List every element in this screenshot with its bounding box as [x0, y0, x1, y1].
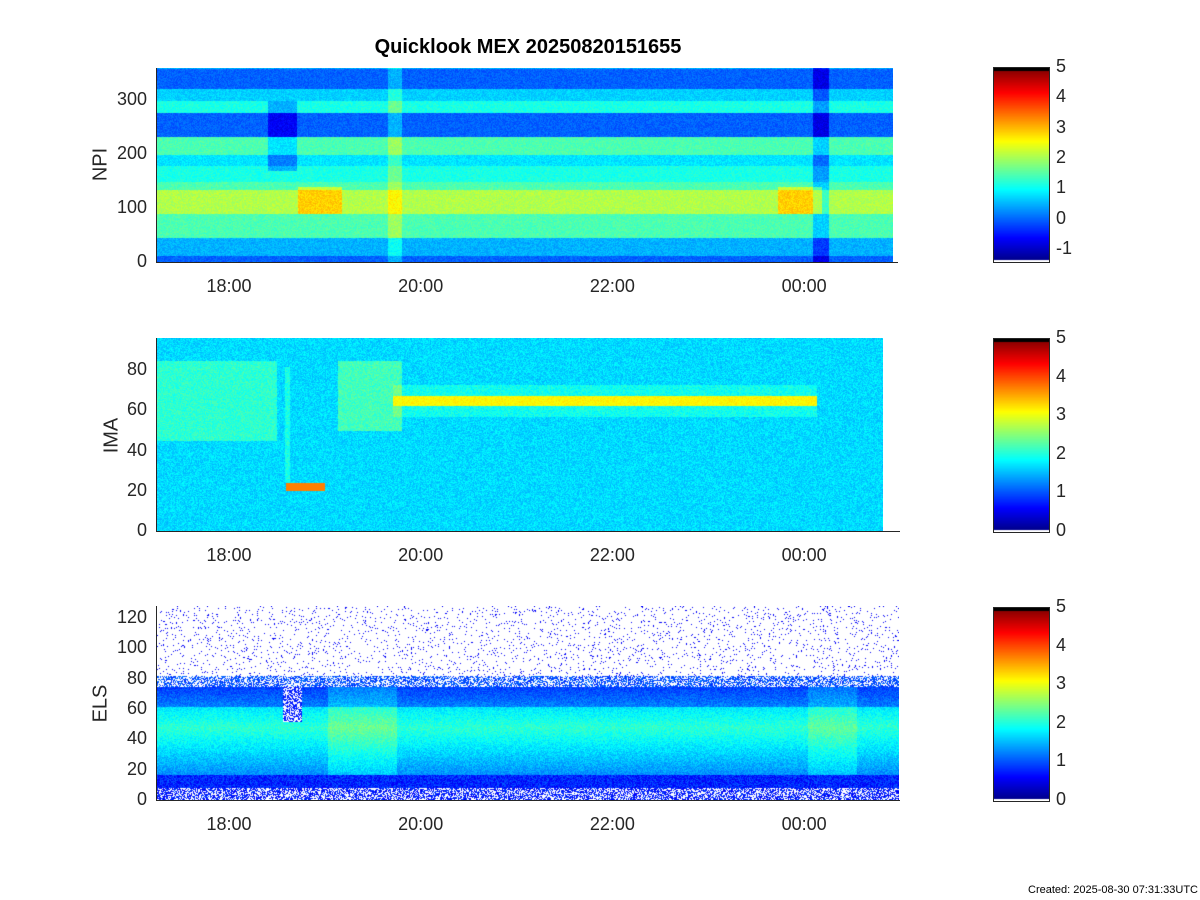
created-timestamp: Created: 2025-08-30 07:31:33UTC — [1028, 884, 1198, 896]
y-tick-label: 200 — [116, 143, 147, 164]
y-tick-label: 100 — [116, 637, 147, 658]
y-tick-label: 0 — [136, 251, 147, 271]
colorbar-tick-label: 4 — [1056, 634, 1067, 655]
npi-spectrogram — [157, 68, 893, 262]
ima-y-axis — [156, 338, 157, 531]
x-tick-label: 22:00 — [589, 814, 635, 834]
els-spectrogram — [157, 606, 899, 800]
colorbar-tick-label: 3 — [1056, 116, 1067, 137]
ima-spectrogram — [157, 338, 883, 531]
colorbar-tick-label: 1 — [1056, 177, 1067, 198]
npi-colorbar — [993, 67, 1050, 263]
colorbar-tick-label: 1 — [1056, 481, 1067, 502]
colorbar-tick-label: 3 — [1056, 673, 1067, 694]
colorbar-tick-label: 4 — [1056, 365, 1067, 386]
colorbar-tick-label: 2 — [1056, 442, 1067, 463]
y-tick-label: 60 — [126, 698, 147, 719]
y-tick-label: 40 — [126, 728, 147, 749]
colorbar-tick-label: 4 — [1056, 86, 1067, 107]
colorbar-tick-label: 5 — [1056, 327, 1067, 347]
x-tick-label: 18:00 — [206, 814, 252, 834]
colorbar-tick-label: 2 — [1056, 146, 1067, 167]
colorbar-tick-label: 1 — [1056, 750, 1067, 771]
colorbar-tick-label: 0 — [1056, 207, 1067, 228]
y-tick-label: 80 — [126, 667, 147, 688]
colorbar-tick-label: 5 — [1056, 56, 1067, 76]
y-tick-label: 0 — [136, 789, 147, 809]
colorbar-tick-label: 2 — [1056, 711, 1067, 732]
ima-colorbar — [993, 338, 1050, 533]
chart-title: Quicklook MEX 20250820151655 — [374, 36, 682, 58]
x-tick-label: 18:00 — [206, 545, 252, 565]
x-tick-label: 20:00 — [398, 545, 444, 565]
y-tick-label: 100 — [116, 197, 147, 218]
x-tick-label: 20:00 — [398, 814, 444, 834]
x-tick-label: 22:00 — [589, 276, 635, 296]
colorbar-tick-label: 0 — [1056, 789, 1067, 809]
x-tick-label: 00:00 — [781, 814, 827, 834]
y-tick-label: 80 — [126, 359, 147, 380]
colorbar-tick-label: 5 — [1056, 596, 1067, 616]
x-tick-label: 20:00 — [398, 276, 444, 296]
y-tick-label: 0 — [136, 520, 147, 540]
y-tick-label: 120 — [116, 607, 147, 628]
y-tick-label: 20 — [126, 758, 147, 779]
npi-y-axis — [156, 68, 157, 262]
x-tick-label: 00:00 — [781, 545, 827, 565]
colorbar-tick-label: 3 — [1056, 404, 1067, 425]
els-colorbar — [993, 607, 1050, 802]
y-tick-label: 300 — [116, 89, 147, 110]
ima-x-axis — [156, 531, 900, 532]
els-x-axis — [156, 800, 900, 801]
x-tick-label: 22:00 — [589, 545, 635, 565]
colorbar-tick-label: -1 — [1056, 237, 1073, 258]
els-y-axis — [156, 606, 157, 800]
x-tick-label: 18:00 — [206, 276, 252, 296]
y-tick-label: 40 — [126, 439, 147, 460]
npi-x-axis — [156, 262, 898, 263]
x-tick-label: 00:00 — [781, 276, 827, 296]
npi-y-label: NPI — [89, 147, 112, 182]
y-tick-label: 60 — [126, 399, 147, 420]
y-tick-label: 20 — [126, 479, 147, 500]
colorbar-tick-label: 0 — [1056, 520, 1067, 540]
